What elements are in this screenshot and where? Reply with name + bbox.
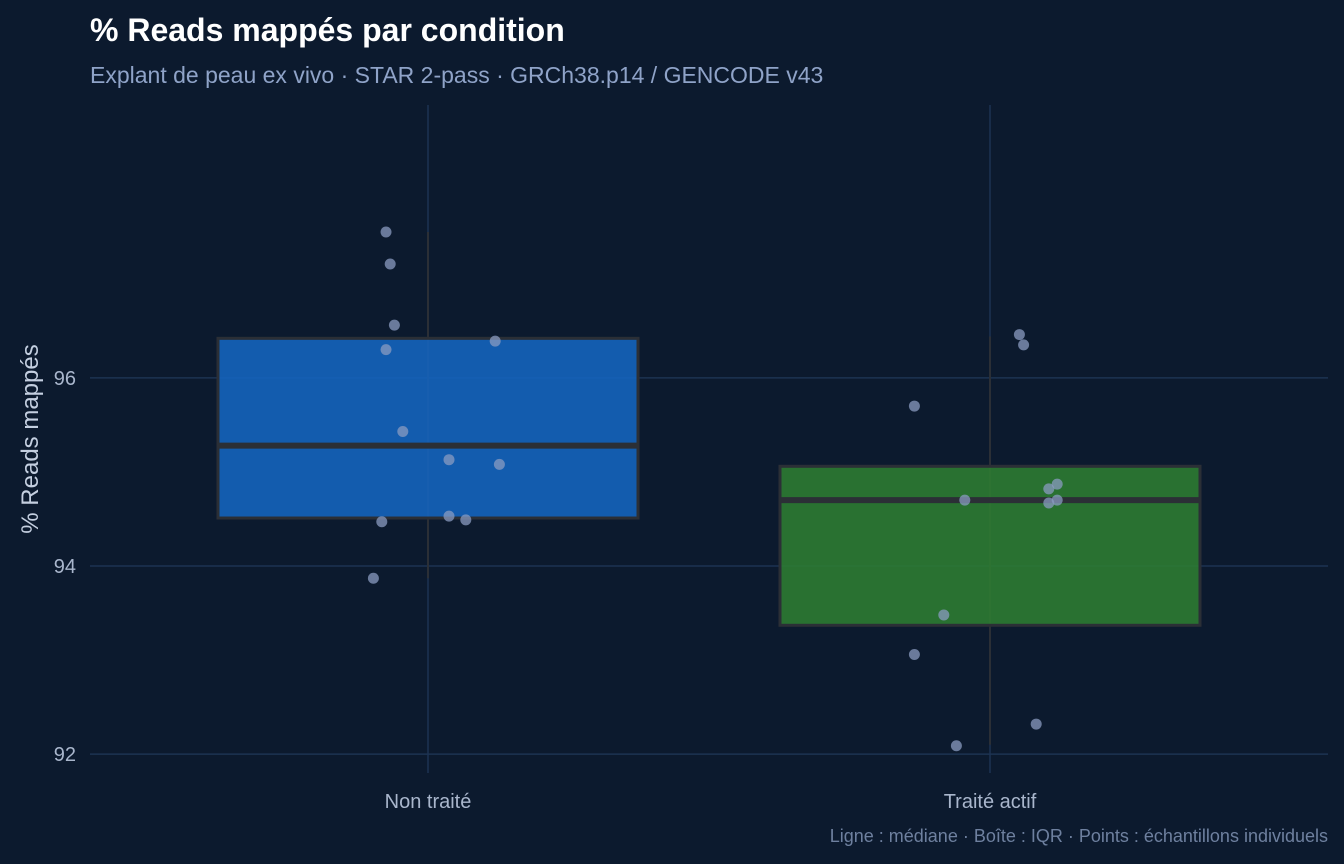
data-point-1-10 <box>1030 718 1042 730</box>
x-tick-label-1: Traité actif <box>944 791 1037 813</box>
data-point-1-8 <box>938 609 950 621</box>
data-point-0-2 <box>388 319 400 331</box>
data-point-0-0 <box>380 226 392 238</box>
data-point-0-10 <box>376 516 388 528</box>
data-point-1-5 <box>959 494 971 506</box>
data-point-1-2 <box>908 400 920 412</box>
data-point-1-6 <box>1051 494 1063 506</box>
data-point-0-4 <box>489 335 501 347</box>
data-point-0-9 <box>460 514 472 526</box>
chart-title: % Reads mappés par condition <box>90 12 565 48</box>
y-axis-title: % Reads mappés <box>17 344 44 533</box>
axis-layer: 92 94 96 Non traité Traité actif % Reads mapp… <box>17 344 1037 813</box>
y-tick-label-96: 96 <box>54 368 76 390</box>
data-point-1-4 <box>1043 483 1055 495</box>
x-tick-label-0: Non traité <box>385 791 472 813</box>
y-tick-label-92: 92 <box>54 744 76 766</box>
data-point-0-1 <box>384 258 396 270</box>
data-point-1-9 <box>908 648 920 660</box>
data-point-0-11 <box>367 572 379 584</box>
data-point-1-3 <box>1051 478 1063 490</box>
data-point-1-1 <box>1018 339 1030 351</box>
chart-caption: Ligne : médiane · Boîte : IQR · Points :… <box>829 826 1328 846</box>
data-point-0-3 <box>380 344 392 356</box>
box-0 <box>216 336 640 520</box>
point-layer <box>367 226 1063 752</box>
data-point-1-11 <box>950 740 962 752</box>
box-layer <box>216 336 1202 627</box>
data-point-1-7 <box>1043 497 1055 509</box>
data-point-0-7 <box>493 458 505 470</box>
chart-subtitle: Explant de peau ex vivo · STAR 2-pass · … <box>90 62 824 88</box>
data-point-1-0 <box>1013 329 1025 341</box>
data-point-0-5 <box>397 425 409 437</box>
box-1 <box>778 464 1202 627</box>
data-point-0-6 <box>443 454 455 466</box>
y-tick-label-94: 94 <box>54 556 76 578</box>
data-point-0-8 <box>443 510 455 522</box>
